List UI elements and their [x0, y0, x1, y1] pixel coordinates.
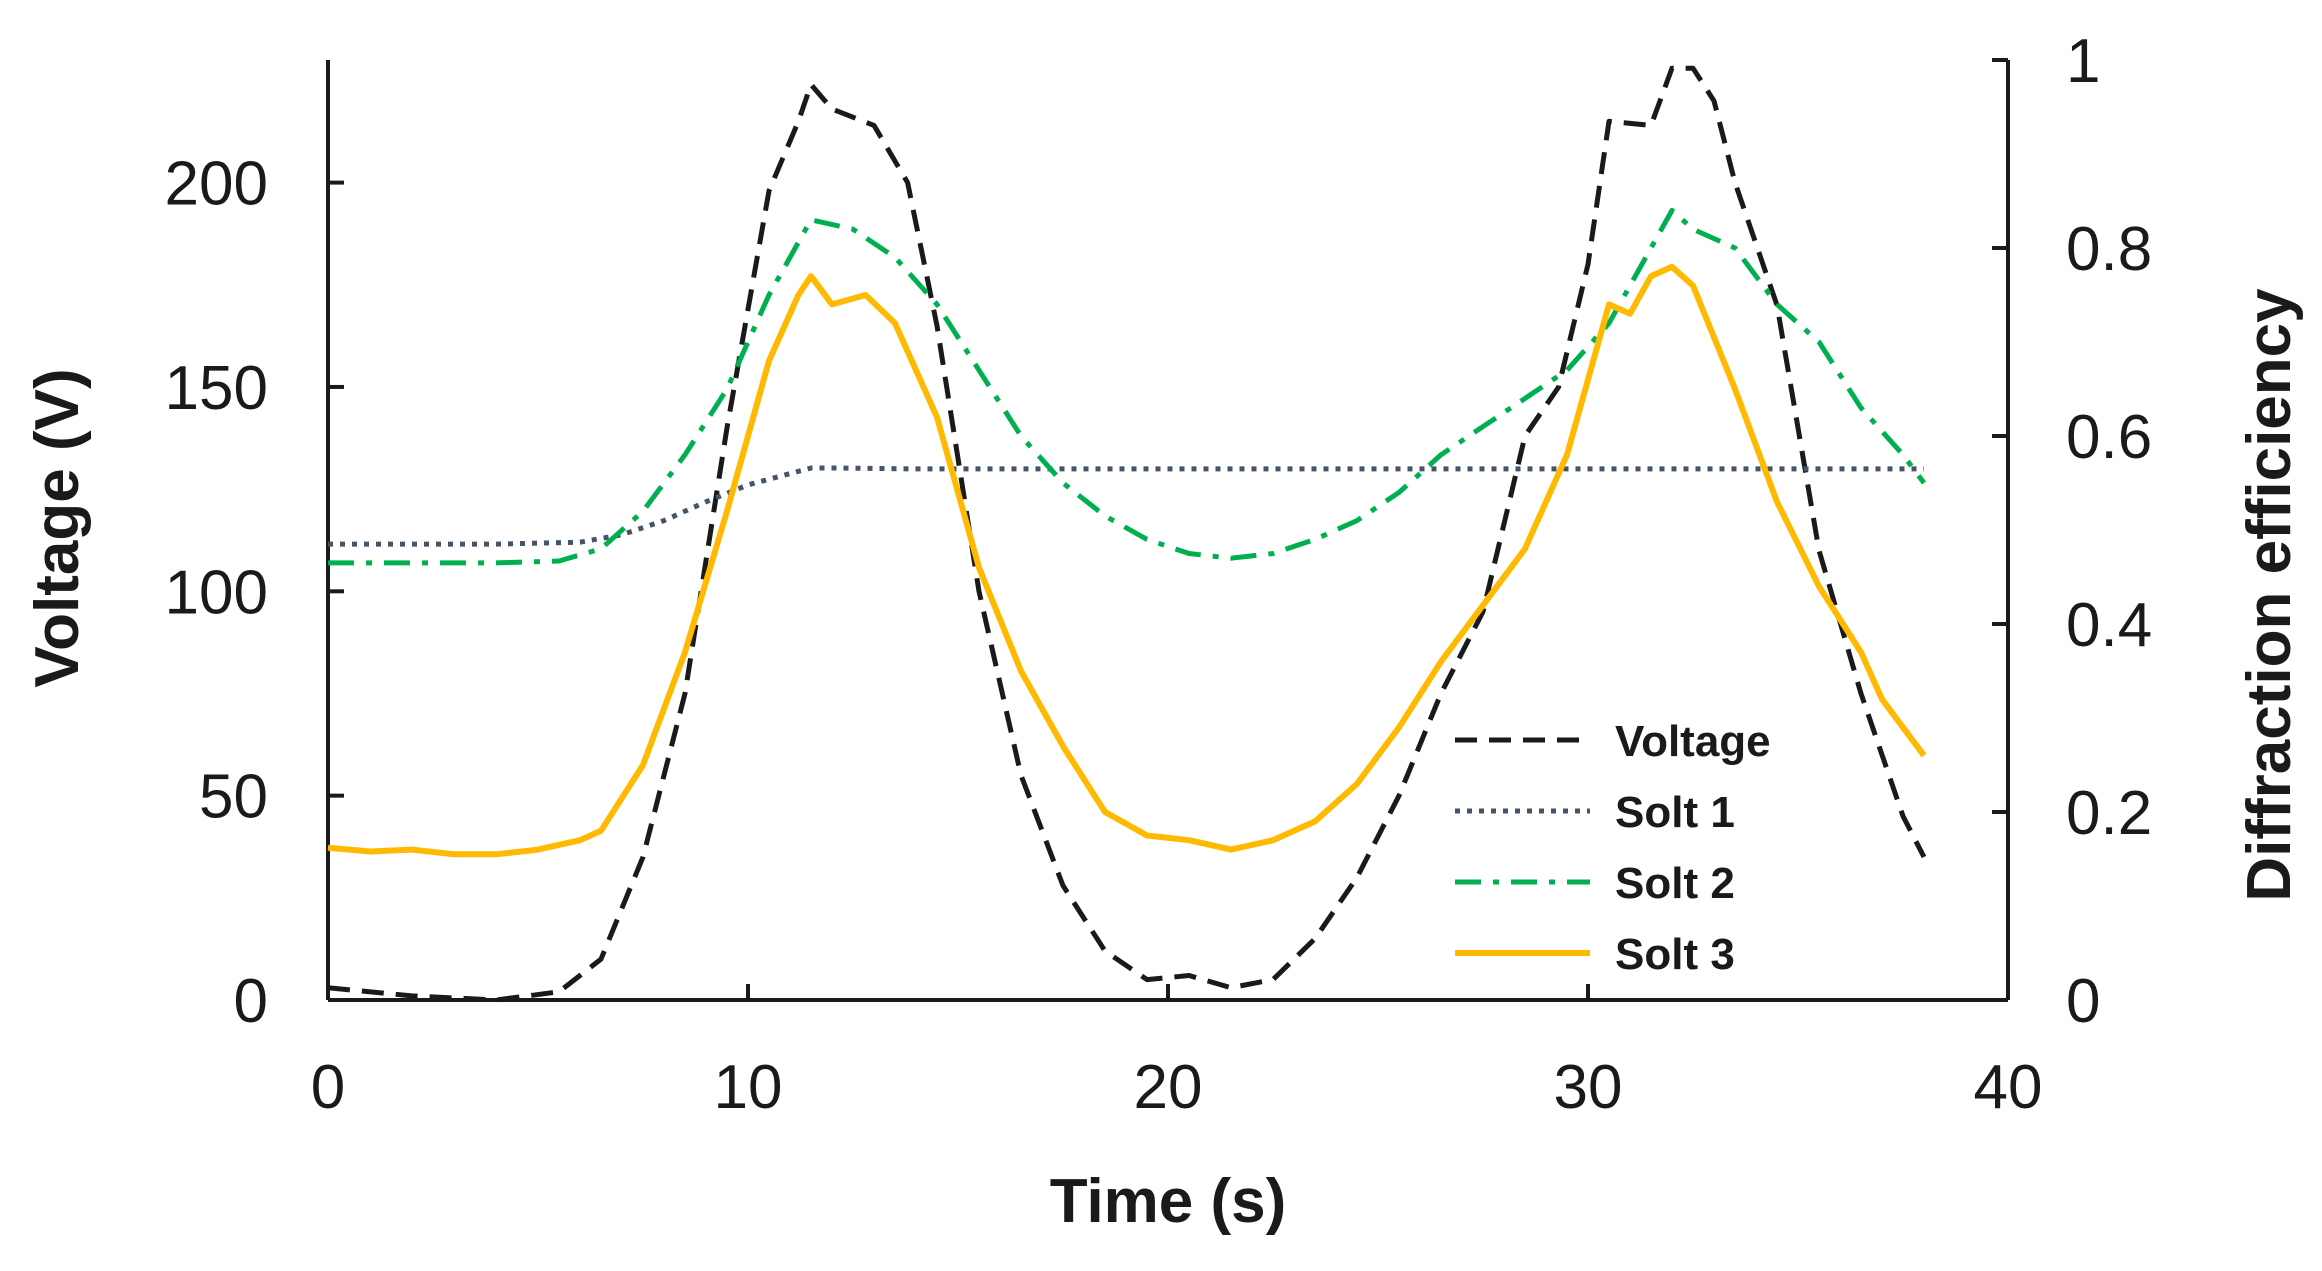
legend-label: Solt 2: [1615, 859, 1735, 908]
x-tick-label: 30: [1554, 1053, 1623, 1122]
y2-tick-label: 0: [2066, 967, 2100, 1036]
y2-tick-label: 0.6: [2066, 403, 2152, 472]
series-lines: [327, 65, 1927, 1003]
y-tick-label: 50: [199, 763, 268, 832]
series-line-voltage: [327, 65, 1927, 1003]
legend-label: Voltage: [1615, 717, 1771, 766]
y-tick-label: 150: [165, 354, 268, 423]
y-tick-label: 100: [165, 558, 268, 627]
x-axis-title: Time (s): [1050, 1167, 1287, 1236]
y2-tick-label: 0.2: [2066, 779, 2152, 848]
x-tick-label: 10: [714, 1053, 783, 1122]
x-tick-label: 40: [1974, 1053, 2043, 1122]
y2-tick-label: 0.4: [2066, 591, 2152, 660]
tick-labels: 0 10 20 30 40 0 50 100 150 200 0 0.2 0.4 0.6 0.8 1: [165, 27, 2153, 1122]
series-line-solt-2: [328, 207, 1927, 566]
legend-label: Solt 3: [1615, 930, 1735, 979]
y2-axis-title: Diffraction efficiency: [2235, 288, 2304, 902]
legend: Voltage Solt 1 Solt 2 Solt 3: [1455, 717, 1771, 979]
y2-tick-label: 1: [2066, 27, 2100, 96]
y-tick-label: 0: [234, 967, 268, 1036]
x-tick-label: 20: [1134, 1053, 1203, 1122]
y-axis-title: Voltage (V): [23, 368, 92, 687]
legend-label: Solt 1: [1615, 788, 1735, 837]
series-line-solt-3: [327, 263, 1927, 858]
axes: [326, 58, 2010, 1002]
y2-tick-label: 0.8: [2066, 215, 2152, 284]
x-tick-label: 0: [311, 1053, 345, 1122]
series-line-solt-1: [328, 465, 1924, 547]
y-tick-label: 200: [165, 150, 268, 219]
